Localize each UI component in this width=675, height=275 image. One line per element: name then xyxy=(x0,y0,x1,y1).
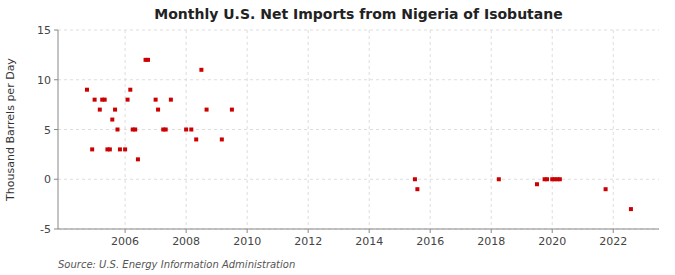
point xyxy=(169,98,173,102)
point xyxy=(156,108,160,112)
point xyxy=(413,177,417,181)
y-grid-line xyxy=(58,129,659,130)
point xyxy=(154,98,158,102)
point xyxy=(110,118,114,122)
point xyxy=(604,187,608,191)
y-grid-line xyxy=(58,79,659,80)
point xyxy=(205,108,209,112)
title: Monthly U.S. Net Imports from Nigeria of… xyxy=(154,6,562,22)
point xyxy=(199,68,203,72)
point xyxy=(123,147,127,151)
source: Source: U.S. Energy Information Administ… xyxy=(58,259,295,270)
x-tick xyxy=(613,229,614,233)
y-grid-line xyxy=(58,179,659,180)
y-tick xyxy=(54,179,58,180)
point xyxy=(113,108,117,112)
x-tick-label: 2008 xyxy=(172,235,200,248)
point xyxy=(115,128,119,132)
tick-labels: 2006 2008 2010 2012 2014 2016 2018 2020 2022 -5 0 5… xyxy=(37,24,627,248)
point xyxy=(164,128,168,132)
x-tick-label: 2006 xyxy=(111,235,139,248)
y-tick xyxy=(54,30,58,31)
y-tick-label: 10 xyxy=(37,74,51,87)
y-tick-label: -5 xyxy=(40,223,51,236)
point xyxy=(146,58,150,62)
y-tick-label: 5 xyxy=(44,124,51,137)
x-tick xyxy=(308,229,309,233)
y-tick-label: 15 xyxy=(37,24,51,37)
x-tick-label: 2014 xyxy=(355,235,383,248)
x-grid-line xyxy=(369,30,370,229)
x-axis-line xyxy=(58,229,659,230)
point xyxy=(184,128,188,132)
x-tick xyxy=(125,229,126,233)
point xyxy=(90,147,94,151)
y-tick xyxy=(54,129,58,130)
point xyxy=(136,157,140,161)
chart: 2006 2008 2010 2012 2014 2016 2018 2020 2022 -5 0 5… xyxy=(0,0,675,275)
x-tick-label: 2018 xyxy=(477,235,505,248)
x-tick xyxy=(430,229,431,233)
point xyxy=(118,147,122,151)
point xyxy=(558,177,562,181)
x-tick xyxy=(552,229,553,233)
x-tick xyxy=(369,229,370,233)
x-tick xyxy=(491,229,492,233)
x-tick-label: 2022 xyxy=(599,235,627,248)
point xyxy=(98,108,102,112)
x-tick-label: 2012 xyxy=(294,235,322,248)
y-grid-line xyxy=(58,229,659,230)
y-tick xyxy=(54,79,58,80)
point xyxy=(497,177,501,181)
point xyxy=(93,98,97,102)
point xyxy=(103,98,107,102)
point xyxy=(189,128,193,132)
point xyxy=(230,108,234,112)
y-tick xyxy=(54,229,58,230)
point xyxy=(220,137,224,141)
point xyxy=(108,147,112,151)
x-tick xyxy=(186,229,187,233)
x-grid-line xyxy=(308,30,309,229)
point xyxy=(85,88,89,92)
x-tick-label: 2010 xyxy=(233,235,261,248)
y-grid-line xyxy=(58,30,659,31)
grid xyxy=(54,30,659,233)
y-tick-label: 0 xyxy=(44,173,51,186)
x-tick xyxy=(247,229,248,233)
y-axis-label: Thousand Barrels per Day xyxy=(4,58,17,202)
point xyxy=(545,177,549,181)
x-tick-label: 2020 xyxy=(538,235,566,248)
point xyxy=(415,187,419,191)
point xyxy=(535,182,539,186)
point xyxy=(133,128,137,132)
point xyxy=(629,207,633,211)
points xyxy=(85,58,633,211)
point xyxy=(128,88,132,92)
y-axis-line xyxy=(58,30,59,229)
point xyxy=(126,98,130,102)
x-tick-label: 2016 xyxy=(416,235,444,248)
point xyxy=(194,137,198,141)
